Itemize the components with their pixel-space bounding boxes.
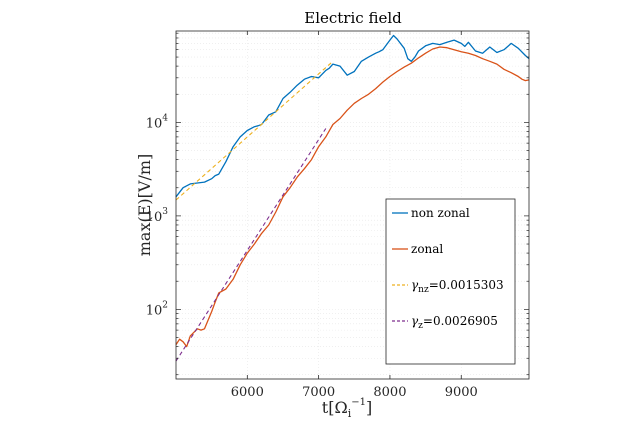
x-axis-label: t[Ωi−1] xyxy=(322,397,372,420)
y-tick-label-exp: 3 xyxy=(162,207,168,217)
y-tick-label: 104 xyxy=(146,113,169,131)
y-tick-label-exp: 2 xyxy=(162,300,168,310)
x-axis-label-main: t[Ω xyxy=(322,398,348,417)
series-layer xyxy=(175,34,530,362)
x-tick-label: 7000 xyxy=(302,385,335,400)
legend-value: =0.0015303 xyxy=(429,278,504,292)
y-axis-label: max(E)[V/m] xyxy=(135,154,154,257)
legend-subscript: nz xyxy=(418,285,429,295)
y-tick-label-base: 10 xyxy=(146,210,163,225)
legend-subscript: z xyxy=(418,321,423,331)
legend-box xyxy=(385,198,516,365)
legend-label-2: γnz=0.0015303 xyxy=(411,278,504,295)
x-axis-label-sub: i xyxy=(348,407,352,420)
y-tick-label-base: 10 xyxy=(146,116,163,131)
plot-frame xyxy=(175,30,530,380)
series-line-1 xyxy=(175,46,530,348)
y-tick-label-base: 10 xyxy=(146,303,163,318)
x-tick-label: 8000 xyxy=(373,385,406,400)
legend-label-0: non zonal xyxy=(411,206,470,220)
y-tick-label: 102 xyxy=(146,300,168,318)
chart-title: Electric field xyxy=(304,9,402,27)
x-tick-label: 9000 xyxy=(445,385,478,400)
legend-label-3: γz=0.0026905 xyxy=(411,314,498,331)
x-axis-label-sup: −1 xyxy=(351,397,366,408)
legend-label-1: zonal xyxy=(411,242,443,256)
series-line-0 xyxy=(175,34,530,198)
x-axis-label-close: ] xyxy=(366,398,372,417)
y-tick-label: 103 xyxy=(146,207,169,225)
legend-symbol: γ xyxy=(411,278,419,292)
legend-value: =0.0026905 xyxy=(423,314,498,328)
legend-symbol: γ xyxy=(411,314,419,328)
x-tick-label: 6000 xyxy=(231,385,264,400)
y-tick-label-exp: 4 xyxy=(162,113,168,123)
